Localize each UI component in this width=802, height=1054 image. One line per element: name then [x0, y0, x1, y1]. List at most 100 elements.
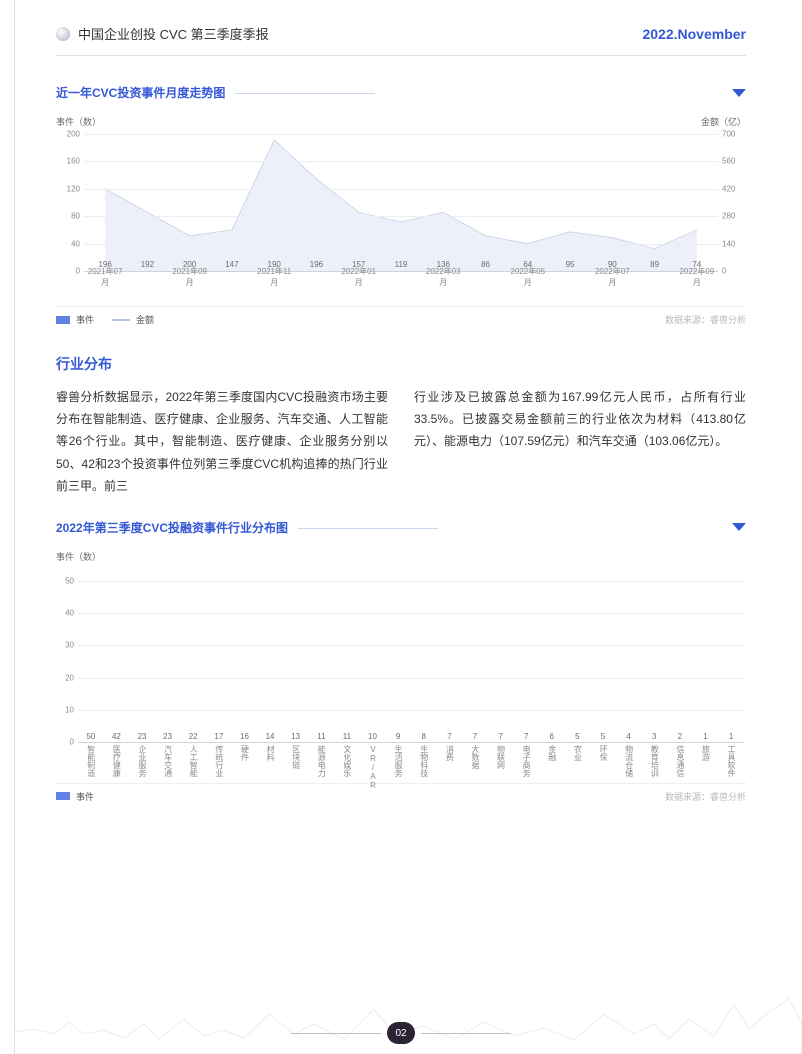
report-title: 中国企业创投 CVC 第三季度季报 [78, 24, 269, 43]
chart2-bar-label: 3 [652, 732, 656, 741]
header-left: 中国企业创投 CVC 第三季度季报 [56, 24, 269, 43]
chart2-xtick-wrap: 环保 [590, 745, 616, 777]
chart1-ytick-right: 700 [722, 130, 746, 139]
chart1-xtick: 2021年09月 [170, 266, 210, 288]
chart2-bar-label: 1 [729, 732, 733, 741]
chart2-bar-wrap: 23 [155, 732, 181, 742]
page: 中国企业创投 CVC 第三季度季报 2022.November 近一年CVC投资… [0, 0, 802, 1054]
chart2-legend: 事件 [56, 790, 94, 803]
section2-body: 睿兽分析数据显示，2022年第三季度国内CVC投融资市场主要分布在智能制造、医疗… [56, 386, 746, 497]
chart2-xtick: 区块链 [292, 745, 300, 777]
chart2-bar-wrap: 4 [616, 732, 642, 742]
chart1-gridline [84, 216, 718, 217]
chart1-right-axis-label: 金额（亿） [701, 115, 746, 128]
chart1-arrow-icon [732, 89, 746, 97]
chart2-bar-label: 9 [396, 732, 400, 741]
chart2-xtick: VR/AR [369, 745, 377, 777]
chart2-bar-label: 13 [291, 732, 300, 741]
page-number-line-left [291, 1033, 381, 1034]
chart1-ytick-right: 0 [722, 267, 746, 276]
chart1-ytick-left: 40 [56, 239, 80, 248]
chart2-ytick: 30 [56, 641, 74, 650]
chart2-xtick-wrap: 大数据 [462, 745, 488, 777]
chart2-gridline [78, 581, 744, 582]
chart1-xtick [212, 266, 252, 288]
footer: 02 [0, 974, 802, 1054]
chart2-ytick: 40 [56, 609, 74, 618]
chart2-bar-wrap: 6 [539, 732, 565, 742]
section2-heading: 行业分布 [56, 354, 746, 374]
chart2-xtick-wrap: 硬件 [232, 745, 258, 777]
chart2-xtick: 旅游 [701, 745, 709, 777]
chart2-bar-wrap: 5 [590, 732, 616, 742]
page-number-wrap: 02 [291, 1022, 511, 1044]
chart2-bar-wrap: 9 [385, 732, 411, 742]
content: 近一年CVC投资事件月度走势图 事件（数） 金额（亿） 196192200147… [0, 56, 802, 803]
chart2-xtick-wrap: 文化娱乐 [334, 745, 360, 777]
chart2-bar-wrap: 3 [641, 732, 667, 742]
chart2-bar-label: 4 [626, 732, 630, 741]
header: 中国企业创投 CVC 第三季度季报 2022.November [0, 0, 802, 43]
chart2-bar-label: 11 [343, 732, 351, 741]
chart2-xtick: 材料 [266, 745, 274, 777]
chart2-xtick-wrap: 医疗健康 [104, 745, 130, 777]
chart2-xaxis: 智能制造医疗健康企业服务汽车交通人工智能传统行业硬件材料区块链能源电力文化娱乐V… [78, 745, 744, 777]
chart2-xtick: 硬件 [240, 745, 248, 777]
chart2-xtick: 医疗健康 [112, 745, 120, 777]
chart1-plot: 196192200147190196157119136866495908974 … [84, 134, 718, 272]
chart2-bar-label: 22 [189, 732, 198, 741]
chart2-gridline [78, 645, 744, 646]
chart2-xtick-wrap: 人工智能 [180, 745, 206, 777]
chart2-bar-wrap: 11 [334, 732, 360, 742]
chart1-legend-row: 事件 金额 数据来源：睿兽分析 [56, 306, 746, 326]
chart2-bar-wrap: 7 [437, 732, 463, 742]
chart2-xtick: 农业 [573, 745, 581, 777]
chart1-source: 数据来源：睿兽分析 [665, 313, 746, 326]
chart1-gridline [84, 134, 718, 135]
chart2-bar-wrap: 13 [283, 732, 309, 742]
chart2-gridline [78, 678, 744, 679]
chart1-ytick-left: 120 [56, 184, 80, 193]
chart1-xtick [296, 266, 336, 288]
chart2-bar-label: 23 [163, 732, 172, 741]
chart1-bars: 196192200147190196157119136866495908974 [84, 134, 718, 271]
chart2-title-line [298, 528, 438, 529]
chart2-title: 2022年第三季度CVC投融资事件行业分布图 [56, 519, 288, 536]
chart2-title-row: 2022年第三季度CVC投融资事件行业分布图 [56, 519, 746, 536]
chart2: 事件（数） 5042232322171614131111109877776554… [56, 550, 746, 803]
chart2-bar-label: 23 [138, 732, 147, 741]
chart2-bar-wrap: 7 [488, 732, 514, 742]
chart2-legend-bar: 事件 [56, 790, 94, 803]
chart2-xtick: 电子商务 [522, 745, 530, 777]
chart2-bar-label: 8 [422, 732, 426, 741]
chart1-legend-bar: 事件 [56, 313, 94, 326]
bar-swatch-icon [56, 316, 70, 324]
chart1-ytick-right: 560 [722, 157, 746, 166]
chart2-ytick: 10 [56, 705, 74, 714]
chart2-bar-wrap: 5 [565, 732, 591, 742]
chart2-bar-label: 7 [447, 732, 451, 741]
chart2-bar-label: 50 [86, 732, 95, 741]
chart2-bar-wrap: 1 [718, 732, 744, 742]
chart2-bar-label: 16 [240, 732, 249, 741]
chart1-gridline [84, 244, 718, 245]
chart2-bar-label: 7 [498, 732, 502, 741]
chart2-xtick: 汽车交通 [164, 745, 172, 777]
chart1-xtick: 2022年07月 [592, 266, 632, 288]
chart2-xtick: 物联网 [497, 745, 505, 777]
page-number-line-right [421, 1033, 511, 1034]
chart1-legend-line-label: 金额 [136, 313, 154, 326]
chart2-bar-wrap: 10 [360, 732, 386, 742]
chart2-xtick: 消费 [445, 745, 453, 777]
chart2-bar-wrap: 11 [308, 732, 334, 742]
chart2-xtick-wrap: VR/AR [360, 745, 386, 777]
chart1-xtick [466, 266, 506, 288]
chart1-xtick: 2021年07月 [85, 266, 125, 288]
chart2-bar-label: 14 [266, 732, 275, 741]
chart2-xtick: 能源电力 [317, 745, 325, 777]
chart2-bar-wrap: 16 [232, 732, 258, 742]
chart2-xtick-wrap: 汽车交通 [155, 745, 181, 777]
section2-col2: 行业涉及已披露总金额为167.99亿元人民币，占所有行业33.5%。已披露交易金… [414, 386, 746, 497]
chart2-bar-wrap: 8 [411, 732, 437, 742]
chart2-canvas: 50422323221716141311111098777765543211 0… [56, 577, 746, 777]
